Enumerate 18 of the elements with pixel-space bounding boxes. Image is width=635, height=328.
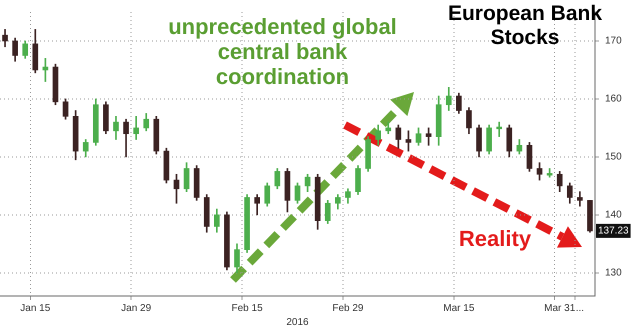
annotation: Reality <box>458 226 532 252</box>
y-tick-label: 130 <box>605 268 622 279</box>
y-tick-label: 160 <box>605 94 622 105</box>
x-tick-label: Mar 15 <box>443 302 475 314</box>
y-tick-label: 170 <box>605 36 622 47</box>
annotation: unprecedented global central bank coordination <box>167 14 398 89</box>
x-tick-label: Feb 29 <box>332 302 364 314</box>
x-tick-label: Jan 29 <box>121 302 152 314</box>
x-tick-label: Feb 15 <box>232 302 264 314</box>
x-tick-label: Jan 15 <box>20 302 51 314</box>
x-tick-label: Mar 31 <box>544 302 576 314</box>
y-tick-label: 150 <box>605 152 622 163</box>
x-axis-title: 2016 <box>286 316 310 328</box>
x-tick-label: ... <box>576 302 584 314</box>
chart-title: European Bank Stocks <box>448 2 602 49</box>
annotation: 137.23 <box>598 226 630 237</box>
y-tick-label: 140 <box>605 210 622 221</box>
candlestick <box>406 130 412 152</box>
